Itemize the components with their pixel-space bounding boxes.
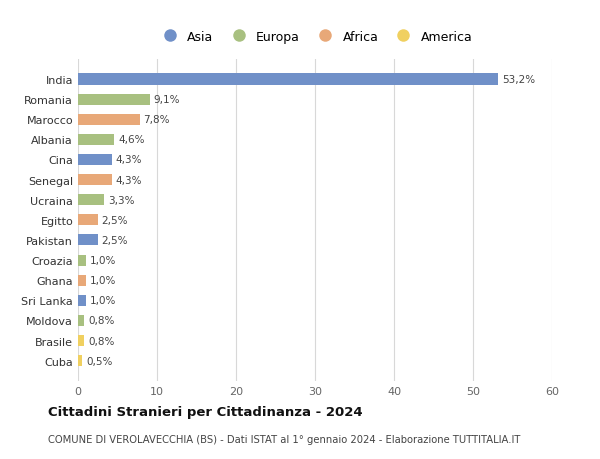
Bar xyxy=(78,295,86,306)
Text: 0,8%: 0,8% xyxy=(88,316,115,326)
Text: COMUNE DI VEROLAVECCHIA (BS) - Dati ISTAT al 1° gennaio 2024 - Elaborazione TUTT: COMUNE DI VEROLAVECCHIA (BS) - Dati ISTA… xyxy=(48,434,520,443)
Bar xyxy=(78,114,140,125)
Text: 3,3%: 3,3% xyxy=(108,195,134,205)
Bar xyxy=(78,134,115,146)
Text: 7,8%: 7,8% xyxy=(143,115,170,125)
Text: Cittadini Stranieri per Cittadinanza - 2024: Cittadini Stranieri per Cittadinanza - 2… xyxy=(48,405,362,419)
Text: 4,3%: 4,3% xyxy=(116,155,142,165)
Bar xyxy=(78,155,112,166)
Text: 0,8%: 0,8% xyxy=(88,336,115,346)
Text: 9,1%: 9,1% xyxy=(154,95,181,105)
Text: 53,2%: 53,2% xyxy=(502,75,535,85)
Bar xyxy=(78,335,85,346)
Legend: Asia, Europa, Africa, America: Asia, Europa, Africa, America xyxy=(157,31,473,44)
Text: 1,0%: 1,0% xyxy=(90,296,116,306)
Bar xyxy=(78,355,82,366)
Bar xyxy=(78,174,112,186)
Bar xyxy=(78,315,85,326)
Text: 2,5%: 2,5% xyxy=(102,235,128,246)
Text: 4,3%: 4,3% xyxy=(116,175,142,185)
Bar xyxy=(78,235,98,246)
Bar xyxy=(78,215,98,226)
Text: 0,5%: 0,5% xyxy=(86,356,112,366)
Bar xyxy=(78,255,86,266)
Text: 2,5%: 2,5% xyxy=(102,215,128,225)
Text: 1,0%: 1,0% xyxy=(90,275,116,285)
Bar xyxy=(78,275,86,286)
Bar xyxy=(78,95,150,106)
Text: 1,0%: 1,0% xyxy=(90,256,116,265)
Text: 4,6%: 4,6% xyxy=(118,135,145,145)
Bar xyxy=(78,195,104,206)
Bar xyxy=(78,74,498,85)
